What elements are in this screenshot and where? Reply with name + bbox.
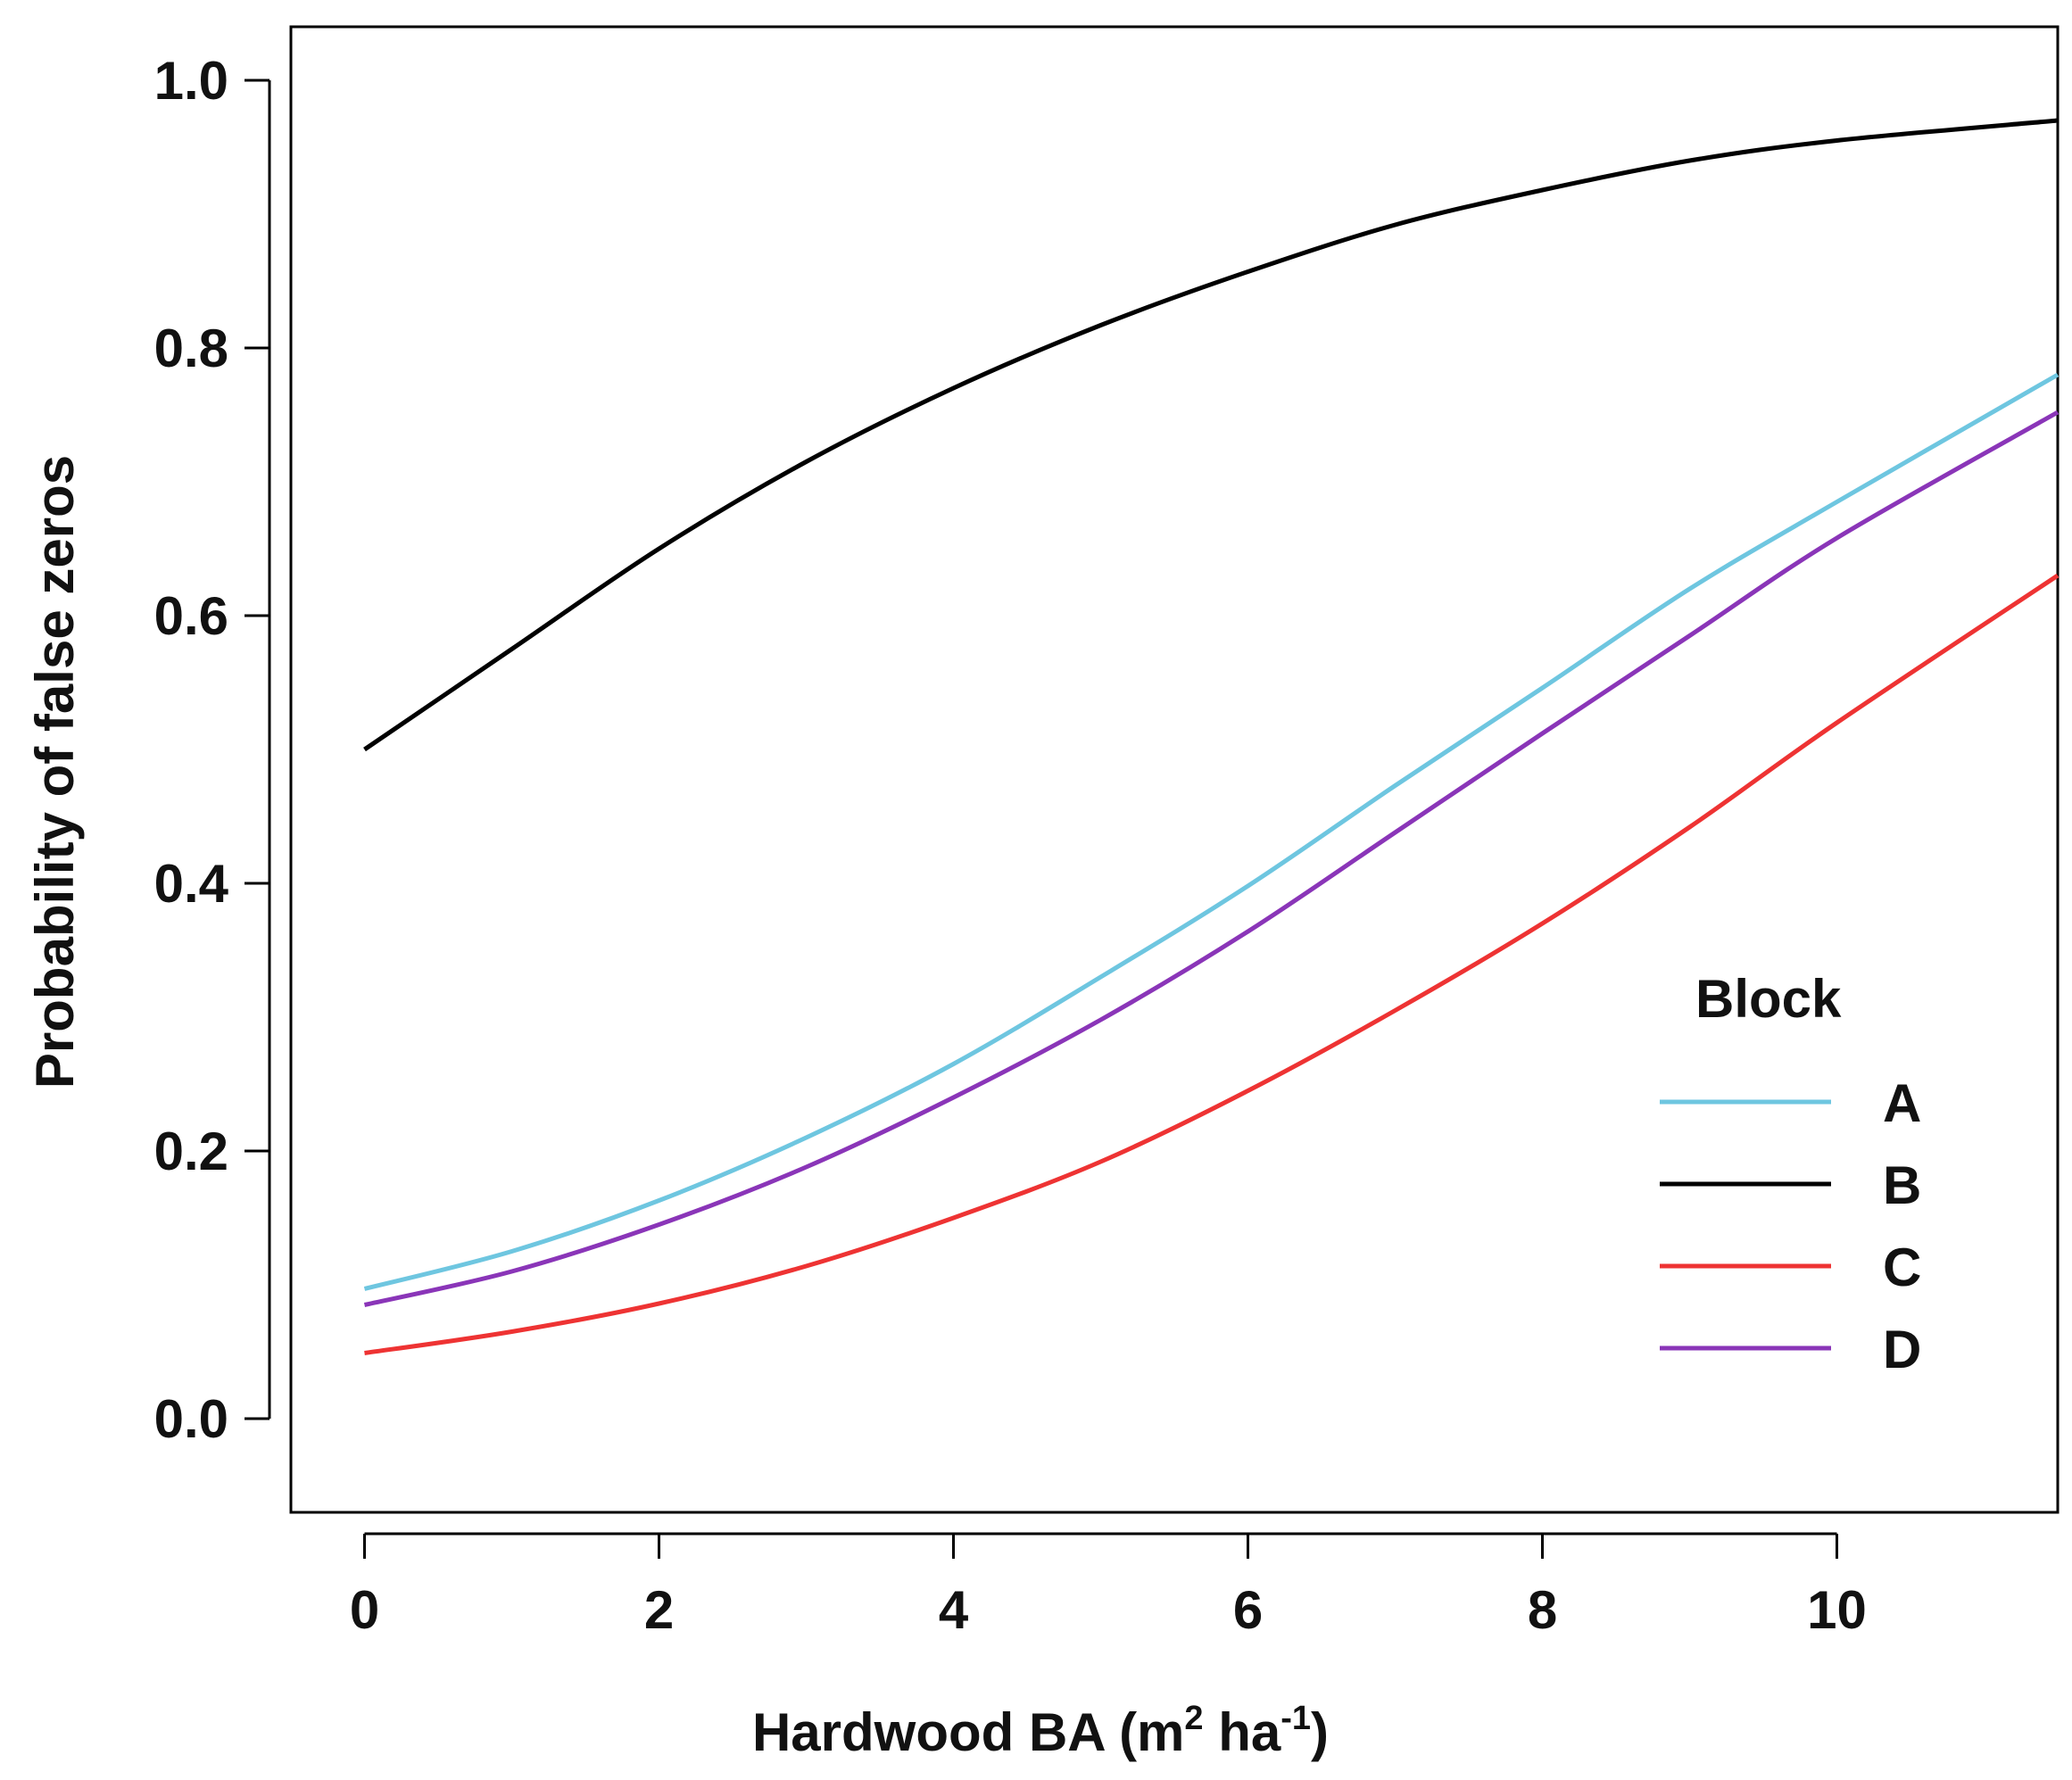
legend-label-c: C <box>1883 1238 1921 1297</box>
series-line-b <box>363 118 2059 752</box>
x-axis: 0 2 4 6 8 10 <box>350 1532 1867 1640</box>
y-tick-label: 0.0 <box>154 1389 228 1449</box>
series-line-c <box>364 573 2060 1355</box>
x-tick-label: 2 <box>644 1580 674 1640</box>
legend-label-a: A <box>1883 1073 1921 1133</box>
x-tick-label: 4 <box>939 1580 969 1640</box>
series-line-d <box>363 410 2060 1307</box>
x-tick-label: 8 <box>1528 1580 1557 1640</box>
y-tick-label: 0.4 <box>154 854 229 914</box>
y-tick-label: 0.2 <box>154 1122 228 1181</box>
x-tick-label: 10 <box>1807 1580 1867 1640</box>
legend-label-d: D <box>1883 1320 1921 1379</box>
plot-frame <box>289 25 2060 1514</box>
series-line-a <box>363 372 2060 1291</box>
y-axis: 0.0 0.2 0.4 0.6 0.8 1.0 <box>154 51 271 1449</box>
x-axis-title-mid: ha <box>1204 1702 1281 1762</box>
y-tick-label: 0.6 <box>154 586 228 646</box>
x-axis-title-sup2: -1 <box>1280 1700 1311 1737</box>
x-tick-label: 0 <box>350 1580 379 1640</box>
x-axis-title-main: Hardwood BA (m <box>752 1702 1184 1762</box>
y-axis-title: Probability of false zeros <box>25 455 85 1089</box>
y-tick-label: 1.0 <box>154 51 228 111</box>
legend-title: Block <box>1695 969 1842 1029</box>
x-axis-title-sup1: 2 <box>1184 1700 1203 1737</box>
x-tick-label: 6 <box>1233 1580 1263 1640</box>
x-axis-title: Hardwood BA (m2 ha-1) <box>752 1700 1329 1762</box>
series-layer <box>363 118 2060 1355</box>
legend-label-b: B <box>1883 1155 1921 1215</box>
x-axis-title-end: ) <box>1311 1702 1329 1762</box>
y-tick-label: 0.8 <box>154 319 228 378</box>
